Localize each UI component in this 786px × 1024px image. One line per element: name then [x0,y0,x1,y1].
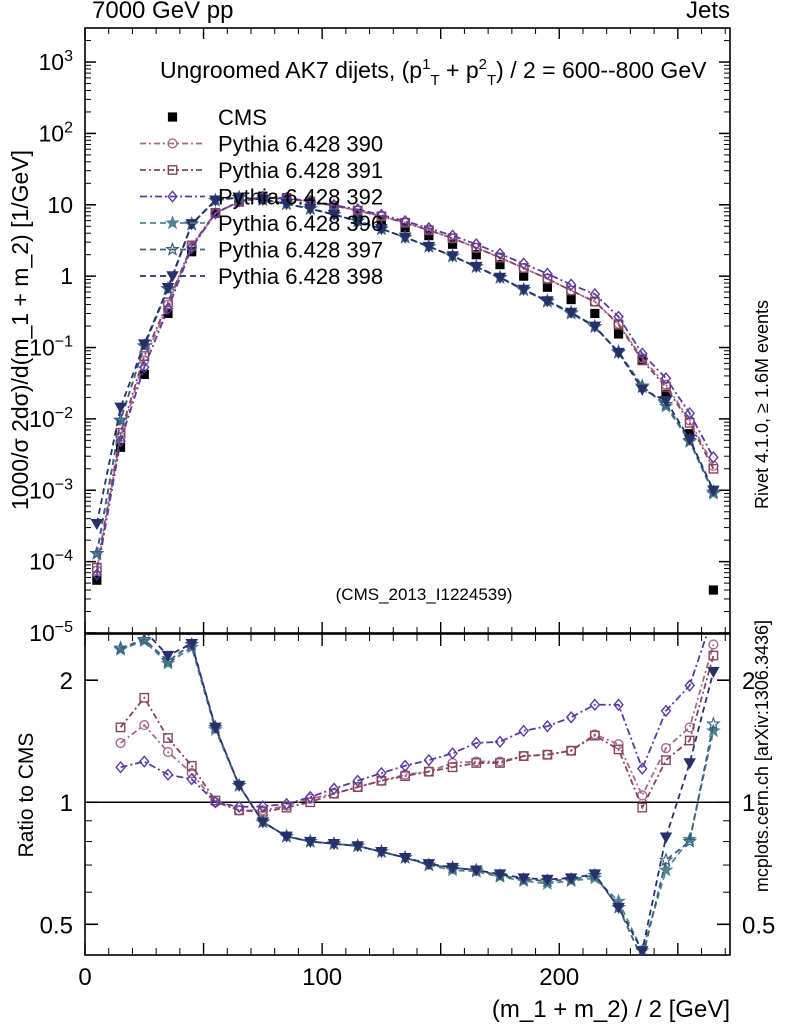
svg-text:10−2: 10−2 [29,405,73,432]
side-label-rivet: Rivet 4.1.0, ≥ 1.6M events [752,300,772,509]
svg-text:10−5: 10−5 [29,619,73,646]
legend-label: Pythia 6.428 396 [218,211,383,236]
svg-text:10−1: 10−1 [29,334,73,361]
svg-text:10−3: 10−3 [29,476,73,503]
legend-label: Pythia 6.428 397 [218,238,383,263]
series-p398 [90,192,720,531]
ratio-ytick-right: 1 [742,790,755,817]
legend-label: CMS [218,105,267,130]
side-label-mcplots: mcplots.cern.ch [arXiv:1306.3436] [752,620,772,892]
legend-item-p398: Pythia 6.428 398 [140,264,383,289]
legend-item-p390: Pythia 6.428 390 [140,132,383,157]
y-tick-label-main: 10−1 [29,334,73,361]
legend-label: Pythia 6.428 390 [218,132,383,157]
series-p391 [115,650,719,817]
header-left-label: 7000 GeV pp [92,0,233,24]
legend-label: Pythia 6.428 398 [218,264,383,289]
ratio-ytick-left: 0.5 [40,912,73,939]
ratio-ytick-left: 1 [60,790,73,817]
series-p392 [115,635,708,814]
legend-item-p391: Pythia 6.428 391 [140,158,383,183]
ratio-ylabel: Ratio to CMS [15,733,38,858]
legend-item-p397: Pythia 6.428 397 [140,238,383,263]
legend-label: Pythia 6.428 391 [218,158,383,183]
svg-text:10: 10 [47,192,73,218]
legend-item-p392: Pythia 6.428 392 [140,185,383,210]
series-p398 [143,635,720,954]
y-tick-label-main: 10−4 [29,548,73,575]
main-title: Ungroomed AK7 dijets, (p1T + p2T) / 2 = … [160,56,707,89]
y-tick-label-main: 1 [60,263,73,289]
x-tick-label: 100 [302,964,342,991]
legend-item-p396: Pythia 6.428 396 [140,211,383,236]
svg-text:103: 103 [39,48,74,75]
x-axis-label: (m_1 + m_2) / 2 [GeV] [492,996,730,1023]
main-ylabel: 1000/σ 2dσ)/d(m_1 + m_2) [1/GeV] [7,150,33,510]
svg-text:10−4: 10−4 [29,548,73,575]
x-tick-label: 0 [78,964,91,991]
watermark: (CMS_2013_I1224539) [336,585,513,604]
y-tick-label-main: 103 [39,48,74,75]
svg-text:102: 102 [39,119,74,146]
ratio-ytick-left: 2 [60,668,73,695]
y-tick-label-main: 10−3 [29,476,73,503]
ratio-ytick-right: 0.5 [742,912,775,939]
ratio-ytick-right: 2 [742,668,755,695]
y-tick-label-main: 10 [47,192,73,218]
legend-item-cms: CMS [167,105,267,130]
y-tick-label-main: 10−2 [29,405,73,432]
header-right-label: Jets [686,0,730,24]
x-tick-label: 200 [539,964,579,991]
y-tick-label-main: 10−5 [29,619,73,646]
y-tick-label-main: 102 [39,119,74,146]
legend-label: Pythia 6.428 392 [218,185,383,210]
svg-text:1: 1 [60,263,73,289]
